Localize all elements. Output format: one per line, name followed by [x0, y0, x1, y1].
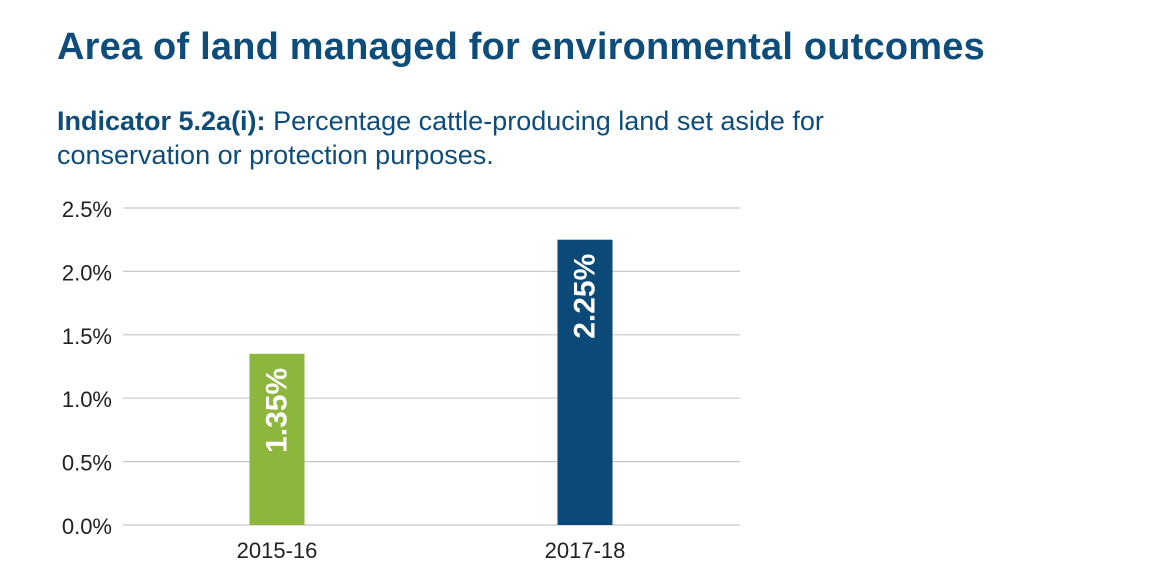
y-tick-label-2: 1.0% [62, 387, 112, 412]
chart-subtitle: Indicator 5.2a(i): Percentage cattle-pro… [57, 104, 917, 172]
gridlines [123, 207, 740, 526]
y-tick-label-5: 2.5% [62, 197, 112, 222]
bar-data-label-2017-18: 2.25% [569, 254, 602, 339]
y-tick-label-0: 0.0% [62, 514, 112, 539]
y-tick-label-3: 1.5% [62, 324, 112, 349]
bars: 1.35% 2.25% [249, 239, 613, 525]
bar-2017-18 [557, 239, 613, 525]
x-tick-label-2017-18: 2017-18 [545, 538, 626, 563]
chart-title: Area of land managed for environmental o… [57, 26, 985, 68]
y-tick-label-1: 0.5% [62, 451, 112, 476]
y-tick-label-4: 2.0% [62, 260, 112, 285]
x-tick-label-2015-16: 2015-16 [237, 538, 318, 563]
bar-chart: 0.0% 0.5% 1.0% 1.5% 2.0% 2.5% 1.35% 2.25% 2015… [62, 197, 740, 563]
indicator-label: Indicator 5.2a(i): [57, 106, 266, 136]
y-axis-tick-labels: 0.0% 0.5% 1.0% 1.5% 2.0% 2.5% [62, 197, 112, 539]
bar-data-label-2015-16: 1.35% [261, 368, 294, 453]
x-axis-tick-labels: 2015-16 2017-18 [237, 538, 626, 563]
indicator-text: Percentage cattle-producing land set asi… [57, 106, 824, 170]
bar-2015-16 [249, 353, 305, 525]
